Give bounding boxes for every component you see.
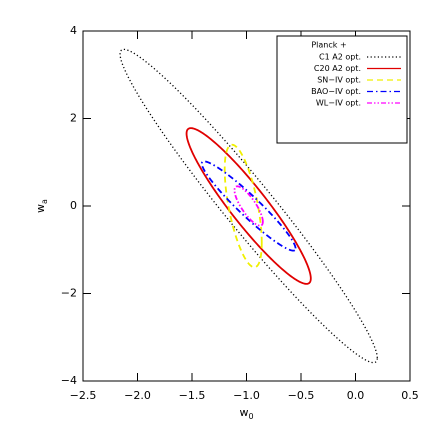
x-axis-label-sub: 0 — [248, 412, 253, 421]
x-tick-label: −2.5 — [70, 389, 97, 402]
ellipse — [185, 127, 312, 285]
ellipse — [233, 185, 264, 227]
x-tick-label: −0.5 — [288, 389, 315, 402]
ellipse — [200, 160, 297, 252]
y-axis-label-main: w — [34, 204, 47, 213]
x-tick-label: −2.0 — [124, 389, 151, 402]
x-tick-label: 0.0 — [347, 389, 365, 402]
x-axis-label-main: w — [239, 406, 248, 419]
legend-label: WL−IV opt. — [316, 99, 361, 108]
x-tick-label: −1.0 — [233, 389, 260, 402]
legend-box — [276, 35, 408, 144]
y-tick-label: 4 — [70, 24, 77, 37]
y-axis-label: wa — [34, 199, 49, 213]
legend-label: BAO−IV opt. — [311, 87, 361, 96]
y-tick-label: 2 — [70, 112, 77, 125]
legend: Planck + C1 A2 opt. C20 A2 opt. SN−IV opt. B… — [276, 35, 408, 144]
x-tick-label: 0.5 — [401, 389, 419, 402]
y-axis-label-sub: a — [40, 199, 49, 204]
legend-label: C1 A2 opt. — [319, 53, 361, 62]
ellipse — [119, 48, 378, 364]
y-tick-label: 0 — [70, 199, 77, 212]
legend-label: C20 A2 opt. — [314, 64, 361, 73]
y-tick-label: −2 — [61, 287, 77, 300]
legend-title: Planck + — [311, 41, 346, 50]
ellipse — [223, 143, 263, 269]
x-axis-label: w0 — [239, 406, 253, 421]
legend-label: SN−IV opt. — [317, 76, 361, 85]
y-tick-label: −4 — [61, 374, 77, 387]
x-tick-label: −1.5 — [179, 389, 206, 402]
